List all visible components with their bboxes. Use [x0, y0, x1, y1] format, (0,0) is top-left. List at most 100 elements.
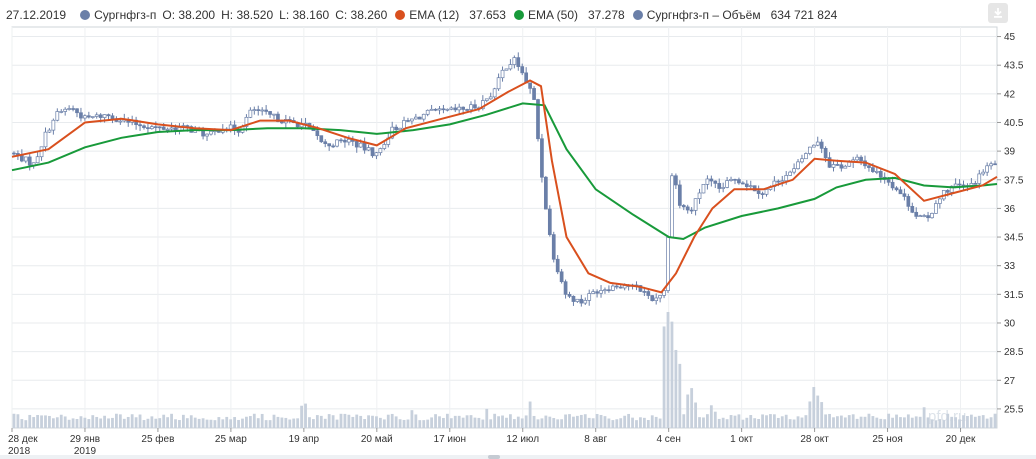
volume-bar: [343, 413, 347, 428]
volume-bar: [233, 417, 237, 428]
candle-body: [709, 178, 714, 182]
candle-body: [47, 129, 52, 133]
volume-bar: [146, 418, 150, 428]
x-tick-label: 25 фев: [141, 433, 174, 445]
volume-bar: [48, 415, 51, 428]
candle-body: [366, 147, 371, 151]
volume-bar: [729, 415, 733, 428]
volume-bar: [268, 420, 272, 428]
candle-body: [500, 69, 505, 79]
volume-bar: [725, 419, 729, 428]
candle-body: [496, 77, 501, 90]
volume-bar: [520, 418, 524, 428]
volume-bar: [414, 414, 418, 428]
candle-body: [878, 171, 883, 178]
candle-body: [571, 295, 576, 302]
candle-body: [847, 161, 852, 167]
volume-bar: [615, 419, 619, 428]
volume-bar: [378, 417, 382, 428]
candle-body: [871, 167, 875, 172]
volume-bar: [595, 413, 599, 428]
volume-bar: [477, 417, 481, 428]
volume-bar: [67, 419, 71, 428]
volume-bar: [505, 417, 508, 428]
volume-bar: [670, 321, 674, 428]
candle-body: [421, 113, 426, 120]
y-tick-label: 45: [1004, 32, 1016, 43]
volume-bar: [765, 415, 768, 428]
volume-bar: [162, 414, 166, 428]
volume-bar: [930, 419, 934, 428]
candle-body: [610, 285, 615, 291]
candle-body: [414, 116, 418, 120]
volume-bar: [946, 413, 950, 428]
x-tick-label: 20 дек: [946, 434, 976, 445]
candle-body: [398, 127, 402, 131]
volume-bar: [639, 417, 642, 428]
scrollbar[interactable]: [0, 455, 1036, 459]
volume-bar: [28, 414, 32, 428]
volume-bar: [891, 417, 894, 428]
volume-bar: [973, 416, 977, 428]
candle-body: [402, 120, 406, 129]
volume-bar: [599, 414, 603, 428]
candle-body: [642, 291, 647, 293]
x-tick-label: 17 июн: [434, 434, 467, 445]
candle-body: [744, 183, 749, 188]
volume-bar: [579, 414, 583, 428]
candle-body: [760, 193, 765, 195]
volume-bar: [445, 413, 449, 428]
volume-bar: [142, 420, 146, 428]
candle-body: [717, 183, 722, 189]
x-tick-label: 28 окт: [800, 434, 829, 445]
candle-body: [205, 133, 209, 137]
candle-body: [347, 138, 351, 143]
volume-bar: [895, 414, 898, 428]
candle-body: [886, 179, 891, 183]
volume-bar: [103, 415, 106, 428]
x-tick-label: 1 окт: [730, 434, 753, 445]
volume-bar: [150, 416, 154, 428]
candle-body: [169, 127, 174, 130]
volume-bar: [702, 417, 705, 428]
volume-bar: [820, 402, 824, 428]
volume-bar: [552, 418, 556, 428]
candle-body: [480, 100, 485, 109]
volume-bar: [375, 416, 378, 428]
legend-volume-name: Сургнфгз-п – Объём: [646, 8, 761, 22]
volume-bar: [55, 417, 59, 428]
candle-body: [252, 109, 257, 111]
volume-bars: [12, 312, 997, 428]
x-tick-label: 20 май: [361, 434, 393, 445]
y-tick-label: 27: [1004, 376, 1016, 387]
download-button[interactable]: [988, 3, 1008, 23]
volume-bar: [938, 419, 942, 428]
volume-bar: [706, 414, 709, 428]
candle-body: [201, 129, 205, 137]
candle-body: [433, 108, 438, 111]
volume-bar: [808, 401, 812, 428]
candle-body: [484, 98, 489, 101]
candle-body: [138, 124, 142, 127]
candle-body: [776, 180, 781, 183]
y-tick-label: 37.5: [1004, 175, 1024, 186]
scrollbar-thumb[interactable]: [488, 455, 500, 459]
candle-body: [839, 164, 844, 169]
y-tick-label: 40.5: [1004, 118, 1024, 129]
volume-bar: [828, 413, 831, 428]
candle-body: [807, 146, 812, 154]
volume-bar: [390, 413, 394, 428]
volume-bar: [524, 415, 528, 428]
candle-body: [528, 82, 532, 89]
volume-bar: [603, 416, 607, 428]
volume-bar: [20, 419, 24, 428]
volume-bar: [185, 418, 189, 428]
volume-bar: [619, 418, 623, 428]
candle-body: [827, 157, 832, 168]
volume-bar: [12, 413, 16, 428]
candle-body: [12, 152, 16, 155]
volume-bar: [221, 419, 225, 428]
candle-body: [358, 142, 363, 148]
candle-body: [733, 178, 737, 181]
